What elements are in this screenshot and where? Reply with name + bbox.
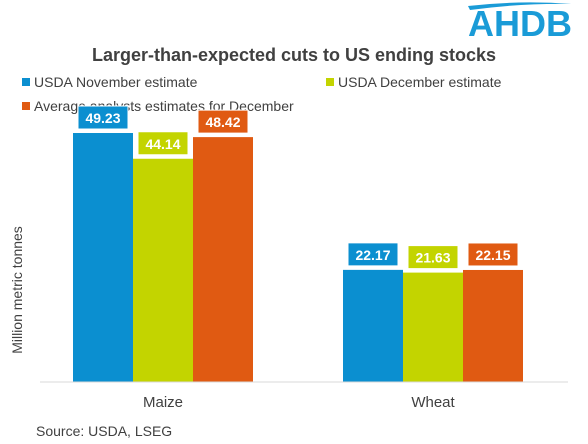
data-label-wheat-1: 22.17 [355, 247, 390, 263]
bar-wheat-series-1 [343, 269, 403, 382]
legend-entry-1: USDA November estimate [34, 74, 198, 90]
bar-maize-series-2 [133, 158, 193, 382]
ahdb-logo: AHDB [468, 2, 572, 44]
legend-entry-3: Average analysts estimates for December [34, 98, 294, 114]
bar-maize-series-3 [193, 137, 253, 382]
data-label-maize-1: 49.23 [85, 110, 120, 126]
bar-wheat-series-2 [403, 272, 463, 382]
chart-title: Larger-than-expected cuts to US ending s… [92, 45, 496, 65]
legend-swatch-1 [22, 78, 30, 86]
data-label-box-maize-1 [77, 105, 129, 130]
data-label-maize-3: 48.42 [205, 114, 240, 130]
legend-swatch-3 [22, 102, 30, 110]
data-label-maize-2: 44.14 [145, 136, 180, 152]
data-label-box-wheat-1 [347, 242, 399, 267]
data-label-box-maize-3 [197, 109, 249, 134]
data-label-box-wheat-3 [467, 242, 519, 267]
source-note: Source: USDA, LSEG [36, 423, 172, 439]
x-tick-wheat: Wheat [411, 394, 455, 411]
bar-wheat-series-3 [463, 269, 523, 382]
data-label-wheat-2: 21.63 [415, 250, 450, 266]
data-label-box-maize-2 [137, 131, 189, 156]
data-label-box-wheat-2 [407, 245, 459, 270]
logo-text: AHDB [468, 3, 572, 44]
legend-entry-2: USDA December estimate [338, 74, 502, 90]
data-label-wheat-3: 22.15 [475, 247, 510, 263]
y-axis-label: Million metric tonnes [9, 226, 25, 354]
legend-swatch-2 [326, 78, 334, 86]
x-tick-maize: Maize [143, 394, 183, 411]
logo-swoosh-icon [468, 2, 572, 11]
bar-maize-series-1 [73, 133, 133, 382]
plot-area: 49.23 44.14 48.42 Maize 22.17 21.63 22.15 Wheat [73, 105, 523, 411]
